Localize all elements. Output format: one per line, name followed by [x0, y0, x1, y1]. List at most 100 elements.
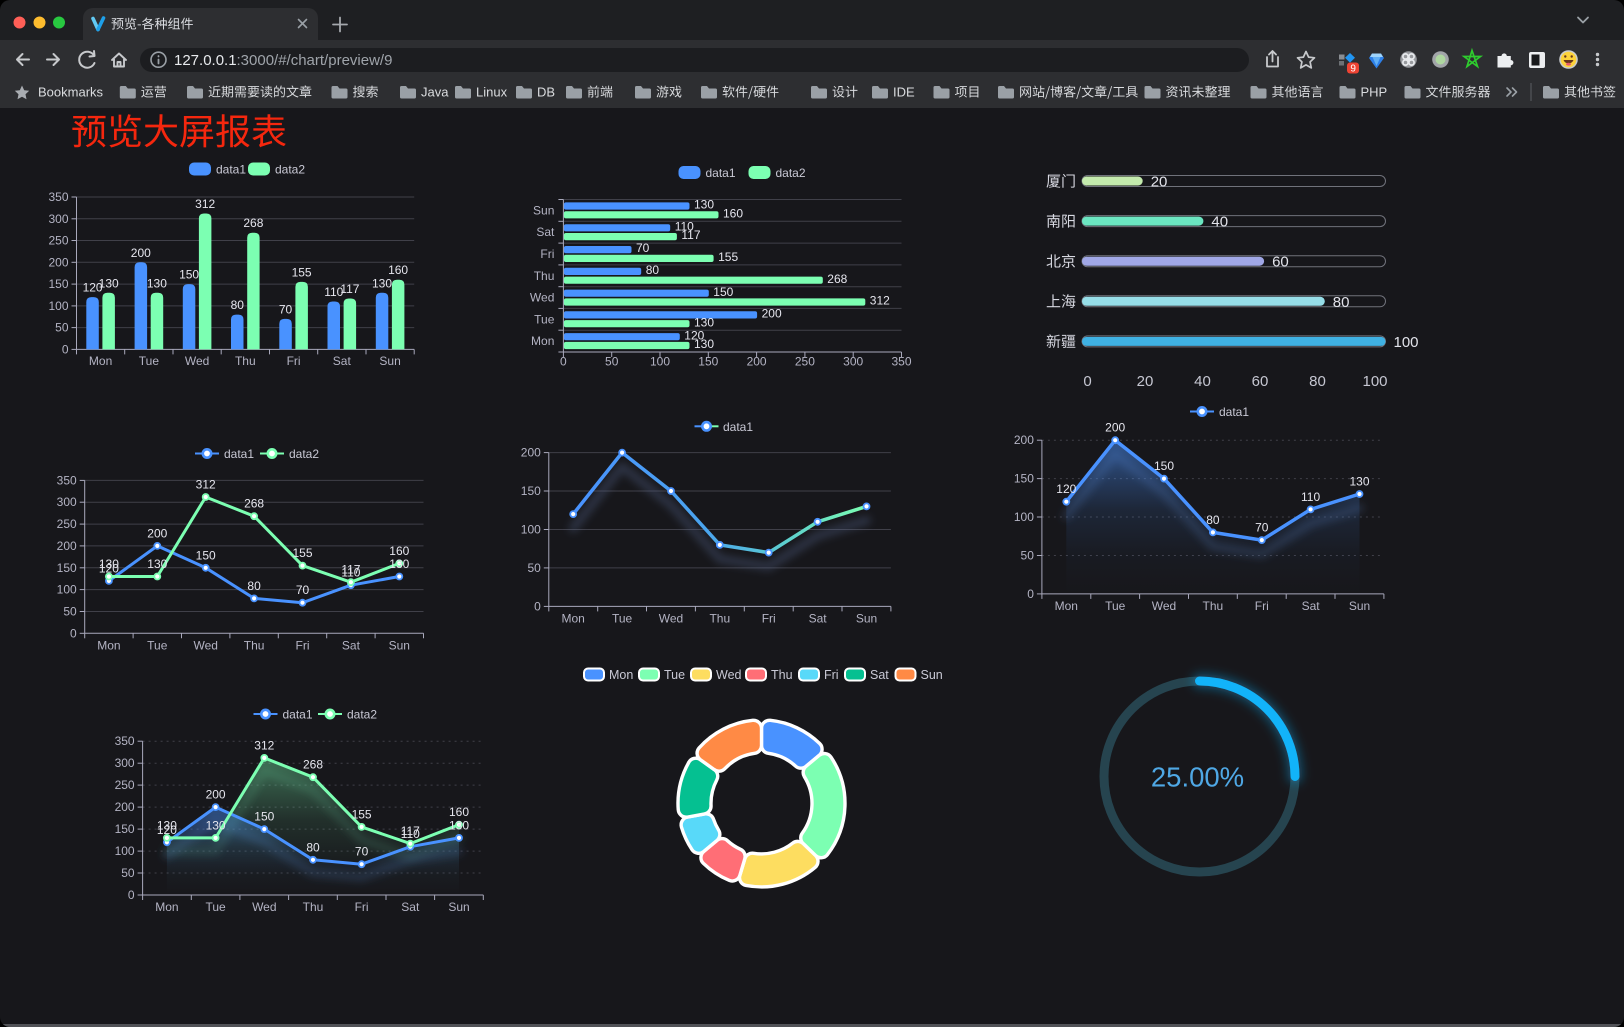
- svg-text:Sat: Sat: [870, 668, 889, 682]
- svg-text:268: 268: [243, 216, 263, 230]
- svg-text:312: 312: [195, 197, 215, 211]
- svg-text:110: 110: [675, 219, 694, 233]
- svg-text:Fri: Fri: [540, 247, 554, 261]
- svg-text:50: 50: [121, 866, 135, 880]
- svg-text:200: 200: [48, 255, 68, 269]
- svg-text:80: 80: [247, 579, 261, 593]
- svg-text:312: 312: [870, 294, 890, 308]
- svg-text:70: 70: [355, 845, 369, 859]
- svg-text:Tue: Tue: [534, 312, 555, 326]
- svg-text:Sun: Sun: [379, 354, 400, 368]
- svg-text:100: 100: [521, 523, 541, 537]
- svg-text:Sun: Sun: [1349, 599, 1370, 613]
- svg-text:350: 350: [115, 734, 135, 748]
- svg-text:100: 100: [1394, 334, 1419, 351]
- svg-text:155: 155: [292, 265, 312, 279]
- svg-text:120: 120: [99, 561, 119, 575]
- svg-text:200: 200: [747, 355, 767, 369]
- svg-text:Thu: Thu: [534, 269, 555, 283]
- svg-text:100: 100: [115, 844, 135, 858]
- svg-text:data2: data2: [347, 708, 377, 722]
- svg-text:40: 40: [1194, 373, 1211, 390]
- svg-text:DB: DB: [537, 85, 555, 100]
- svg-text:150: 150: [698, 355, 718, 369]
- svg-text:130: 130: [206, 818, 226, 832]
- svg-text:130: 130: [147, 276, 167, 290]
- svg-text:130: 130: [694, 315, 714, 329]
- svg-text:200: 200: [131, 246, 151, 260]
- svg-text:Bookmarks: Bookmarks: [38, 85, 104, 100]
- svg-text:300: 300: [115, 756, 135, 770]
- svg-text:Sun: Sun: [389, 639, 410, 653]
- svg-text:Sat: Sat: [536, 225, 555, 239]
- svg-text:100: 100: [650, 355, 670, 369]
- svg-text:120: 120: [684, 328, 704, 342]
- svg-text:Fri: Fri: [296, 639, 310, 653]
- svg-text:312: 312: [254, 738, 274, 752]
- svg-text:data1: data1: [723, 420, 753, 434]
- svg-text:80: 80: [646, 263, 660, 277]
- svg-text:200: 200: [521, 446, 541, 460]
- svg-text:data2: data2: [776, 166, 806, 180]
- svg-text:160: 160: [389, 544, 409, 558]
- svg-text:160: 160: [723, 206, 743, 220]
- svg-text:130: 130: [1349, 475, 1369, 489]
- svg-text:200: 200: [206, 788, 226, 802]
- svg-text:50: 50: [527, 561, 541, 575]
- svg-text:20: 20: [1151, 174, 1168, 191]
- svg-text:268: 268: [244, 497, 264, 511]
- svg-text:Wed: Wed: [252, 900, 276, 914]
- svg-text:160: 160: [449, 805, 469, 819]
- svg-text:Tue: Tue: [612, 612, 633, 626]
- svg-text:Fri: Fri: [1255, 599, 1269, 613]
- svg-text:300: 300: [48, 212, 68, 226]
- svg-text:300: 300: [843, 355, 863, 369]
- svg-text:Thu: Thu: [303, 900, 324, 914]
- svg-text:Mon: Mon: [609, 668, 633, 682]
- svg-text:Tue: Tue: [147, 639, 168, 653]
- svg-text:268: 268: [303, 758, 323, 772]
- svg-text:Sat: Sat: [401, 900, 420, 914]
- svg-text:127.0.0.1: 127.0.0.1: [174, 52, 237, 69]
- svg-text:155: 155: [292, 546, 312, 560]
- svg-text:Thu: Thu: [709, 612, 730, 626]
- svg-text:Wed: Wed: [716, 668, 742, 682]
- svg-text:150: 150: [1014, 472, 1034, 486]
- svg-text:130: 130: [99, 557, 119, 571]
- svg-text:117: 117: [681, 228, 700, 242]
- svg-text:IDE: IDE: [893, 85, 915, 100]
- svg-text:150: 150: [115, 822, 135, 836]
- svg-text:100: 100: [48, 299, 68, 313]
- svg-text:150: 150: [254, 810, 274, 824]
- svg-text:250: 250: [115, 778, 135, 792]
- svg-text:130: 130: [694, 337, 714, 351]
- svg-text:110: 110: [401, 827, 420, 841]
- svg-text:160: 160: [388, 263, 408, 277]
- svg-text:70: 70: [1255, 521, 1269, 535]
- svg-text:100: 100: [1362, 373, 1387, 390]
- svg-text:130: 130: [147, 557, 167, 571]
- svg-text:25.00%: 25.00%: [1151, 762, 1244, 793]
- svg-text:120: 120: [157, 823, 177, 837]
- svg-text:150: 150: [179, 268, 199, 282]
- svg-text:data1: data1: [216, 163, 246, 177]
- svg-text:0: 0: [1027, 587, 1034, 601]
- svg-text:350: 350: [48, 190, 68, 204]
- svg-text:130: 130: [157, 818, 177, 832]
- svg-text:data1: data1: [283, 708, 313, 722]
- svg-text:117: 117: [341, 563, 360, 577]
- svg-text:60: 60: [1272, 254, 1289, 271]
- svg-text:Wed: Wed: [185, 354, 209, 368]
- svg-text:70: 70: [636, 241, 650, 255]
- svg-text:150: 150: [196, 548, 216, 562]
- svg-text:Mon: Mon: [562, 612, 585, 626]
- svg-text:150: 150: [713, 285, 733, 299]
- svg-text:Sun: Sun: [921, 668, 943, 682]
- svg-text:Mon: Mon: [97, 639, 120, 653]
- svg-text:130: 130: [99, 276, 119, 290]
- svg-text:80: 80: [1309, 373, 1326, 390]
- svg-text:250: 250: [795, 355, 815, 369]
- svg-text:data1: data1: [706, 166, 736, 180]
- svg-text:Mon: Mon: [531, 334, 554, 348]
- svg-text:Thu: Thu: [235, 354, 256, 368]
